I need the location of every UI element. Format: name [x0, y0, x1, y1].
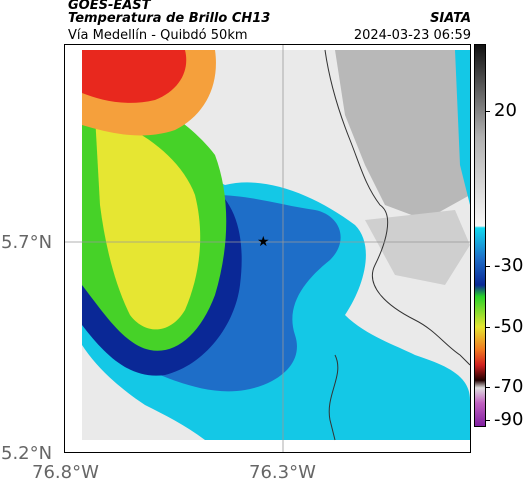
lat-label-5-7: 5.7°N [1, 232, 53, 253]
cyan-east-strip [455, 50, 470, 205]
colorbar-tick [486, 266, 490, 267]
gray-cloud-patch [365, 210, 470, 285]
colorbar-tick [486, 387, 490, 388]
colorbar-label-minus30: -30 [494, 255, 524, 276]
colorbar-label-minus90: -90 [494, 409, 524, 430]
satellite-name: GOES-EAST [68, 0, 151, 13]
product-title: Temperatura de Brillo CH13 [68, 11, 271, 26]
lon-label-76-8: 76.8°W [32, 462, 99, 483]
lon-label-76-3: 76.3°W [249, 462, 316, 483]
satellite-map[interactable]: ★ [64, 44, 471, 453]
colorbar-tick [486, 327, 490, 328]
coastline-border [324, 49, 470, 441]
map-canvas: ★ [65, 45, 470, 452]
location-star-icon: ★ [257, 234, 270, 250]
colorbar-label-minus70: -70 [494, 376, 524, 397]
timestamp: 2024-03-23 06:59 [353, 28, 471, 43]
colorbar [474, 44, 486, 427]
colorbar-tick [486, 111, 490, 112]
colorbar-tick [486, 420, 490, 421]
lat-label-5-2: 5.2°N [1, 443, 53, 464]
yellow-region [95, 115, 201, 330]
colorbar-gradient [475, 45, 485, 426]
red-region [82, 50, 187, 103]
colorbar-label-20: 20 [494, 100, 517, 121]
colorbar-label-minus50: -50 [494, 316, 524, 337]
region-label: Vía Medellín - Quibdó 50km [68, 28, 248, 43]
agency-label: SIATA [430, 11, 471, 26]
gray-cloud-region [335, 50, 470, 220]
